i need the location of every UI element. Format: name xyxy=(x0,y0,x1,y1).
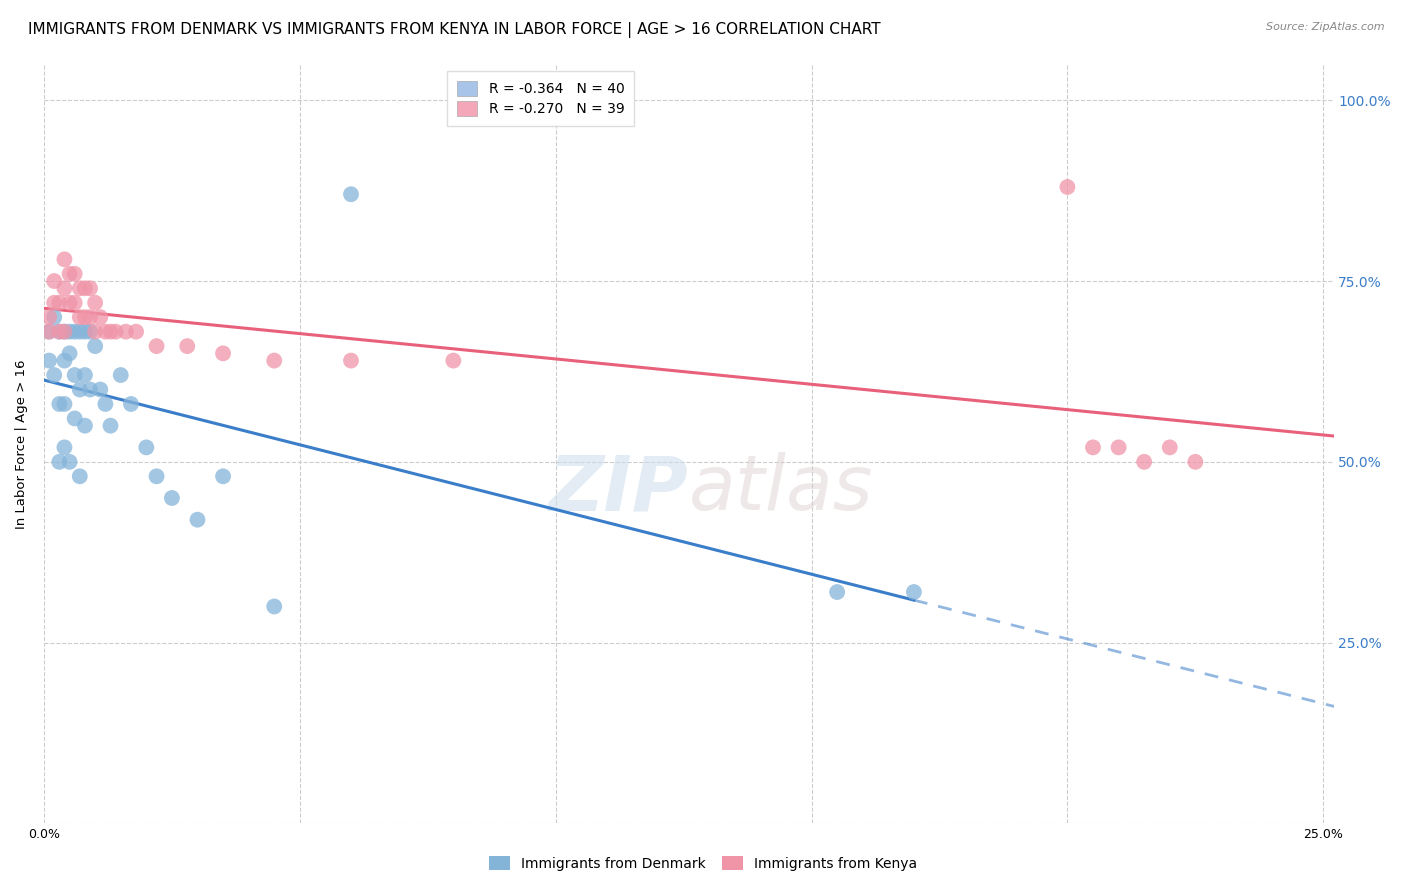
Point xyxy=(340,187,363,202)
Point xyxy=(89,310,111,325)
Point xyxy=(58,267,80,281)
Legend: Immigrants from Denmark, Immigrants from Kenya: Immigrants from Denmark, Immigrants from… xyxy=(482,849,924,878)
Point xyxy=(1159,441,1181,455)
Point xyxy=(58,346,80,360)
Point xyxy=(115,325,138,339)
Point xyxy=(53,325,76,339)
Point xyxy=(79,325,101,339)
Point xyxy=(94,325,117,339)
Point xyxy=(89,383,111,397)
Point xyxy=(104,325,127,339)
Point xyxy=(38,325,60,339)
Point xyxy=(84,325,107,339)
Point xyxy=(44,274,66,288)
Text: Source: ZipAtlas.com: Source: ZipAtlas.com xyxy=(1267,22,1385,32)
Text: ZIP: ZIP xyxy=(548,452,689,526)
Point xyxy=(63,411,86,425)
Point xyxy=(38,325,60,339)
Point xyxy=(53,325,76,339)
Point xyxy=(63,295,86,310)
Point xyxy=(73,368,96,382)
Legend: R = -0.364   N = 40, R = -0.270   N = 39: R = -0.364 N = 40, R = -0.270 N = 39 xyxy=(447,71,634,126)
Point xyxy=(69,469,91,483)
Point xyxy=(84,339,107,353)
Point xyxy=(441,353,464,368)
Point xyxy=(1184,455,1206,469)
Point xyxy=(79,281,101,295)
Point xyxy=(73,325,96,339)
Point xyxy=(63,325,86,339)
Point xyxy=(145,469,167,483)
Point xyxy=(53,281,76,295)
Point xyxy=(176,339,198,353)
Point xyxy=(340,353,363,368)
Point xyxy=(44,295,66,310)
Point xyxy=(120,397,142,411)
Point xyxy=(38,353,60,368)
Point xyxy=(186,513,208,527)
Point xyxy=(160,491,183,505)
Point xyxy=(53,441,76,455)
Point xyxy=(263,599,285,614)
Point xyxy=(69,383,91,397)
Point xyxy=(48,397,70,411)
Point xyxy=(79,310,101,325)
Point xyxy=(53,397,76,411)
Point xyxy=(94,397,117,411)
Point xyxy=(63,368,86,382)
Point xyxy=(110,368,132,382)
Point xyxy=(73,281,96,295)
Point xyxy=(63,267,86,281)
Point xyxy=(53,252,76,267)
Point xyxy=(44,310,66,325)
Point xyxy=(69,325,91,339)
Point xyxy=(44,368,66,382)
Point xyxy=(1133,455,1156,469)
Point xyxy=(135,441,157,455)
Point xyxy=(38,310,60,325)
Point xyxy=(79,383,101,397)
Point xyxy=(100,418,122,433)
Point xyxy=(903,585,925,599)
Point xyxy=(48,295,70,310)
Point xyxy=(1108,441,1130,455)
Point xyxy=(48,455,70,469)
Point xyxy=(1056,180,1078,194)
Point xyxy=(58,325,80,339)
Point xyxy=(53,353,76,368)
Y-axis label: In Labor Force | Age > 16: In Labor Force | Age > 16 xyxy=(15,359,28,528)
Point xyxy=(73,310,96,325)
Text: atlas: atlas xyxy=(689,452,873,526)
Point xyxy=(825,585,848,599)
Point xyxy=(212,346,235,360)
Point xyxy=(100,325,122,339)
Point xyxy=(263,353,285,368)
Point xyxy=(73,418,96,433)
Point xyxy=(84,295,107,310)
Point xyxy=(69,310,91,325)
Point xyxy=(48,325,70,339)
Point xyxy=(212,469,235,483)
Point xyxy=(58,455,80,469)
Point xyxy=(48,325,70,339)
Text: IMMIGRANTS FROM DENMARK VS IMMIGRANTS FROM KENYA IN LABOR FORCE | AGE > 16 CORRE: IMMIGRANTS FROM DENMARK VS IMMIGRANTS FR… xyxy=(28,22,880,38)
Point xyxy=(1081,441,1104,455)
Point xyxy=(125,325,148,339)
Point xyxy=(145,339,167,353)
Point xyxy=(58,295,80,310)
Point xyxy=(69,281,91,295)
